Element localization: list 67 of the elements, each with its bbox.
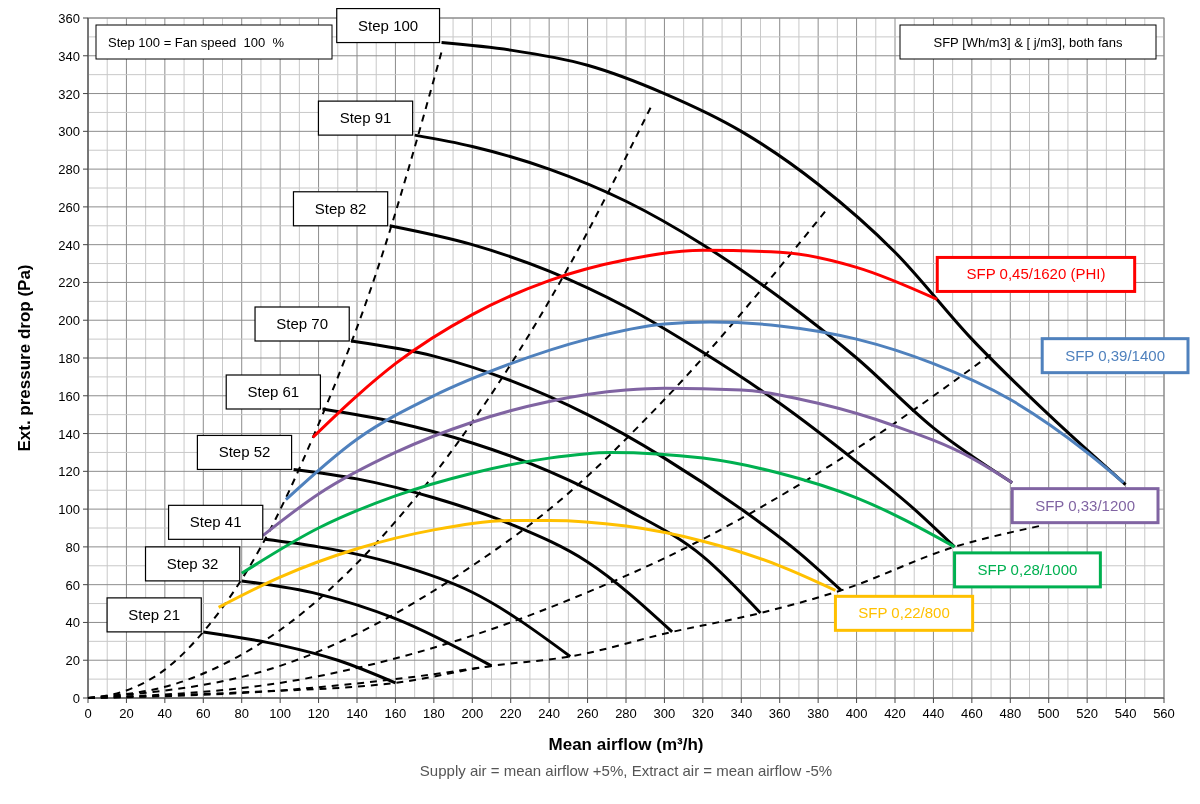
x-tick-label: 300 [653,706,676,721]
x-tick-label: 20 [119,706,134,721]
y-tick-label: 240 [58,237,80,253]
y-tick-label: 180 [58,351,80,366]
x-tick-label: 520 [1076,706,1098,721]
x-tick-label: 420 [884,706,906,721]
series-label: Step 61 [247,383,300,400]
x-tick-label: 0 [84,706,92,721]
y-tick-label: 120 [58,464,80,480]
y-tick-label: 20 [65,653,80,669]
series-label: Step 91 [339,109,392,127]
x-tick-label: 360 [768,706,791,721]
y-tick-label: 320 [58,86,80,102]
annotation: Step 100 = Fan speed 100 % [108,35,285,50]
series-label: SFP 0,28/1000 [977,560,1078,578]
x-tick-label: 480 [999,706,1022,721]
series-label: Step 41 [189,513,242,531]
series-label: SFP 0,22/800 [858,604,950,622]
x-tick-label: 120 [307,706,330,721]
y-tick-label: 280 [58,162,80,178]
x-tick-label: 40 [157,706,173,721]
x-tick-label: 340 [730,706,753,721]
x-tick-label: 440 [922,706,945,721]
y-tick-label: 360 [58,11,80,26]
series-label: Step 70 [276,315,328,332]
y-tick-label: 340 [58,48,80,64]
y-tick-label: 40 [65,615,80,631]
x-tick-label: 140 [346,706,368,721]
y-tick-label: 260 [58,199,80,215]
x-tick-label: 100 [269,706,291,721]
x-tick-label: 540 [1114,706,1137,721]
x-tick-label: 220 [499,706,522,721]
series-label: Step 82 [314,199,367,217]
x-tick-label: 60 [196,706,211,721]
series-label: Step 52 [218,443,271,461]
text: SFP 0,45/1620 (PHI) [966,265,1106,283]
y-tick-label: 60 [65,577,80,593]
x-tick-label: 500 [1037,706,1060,721]
text: Supply air = mean airflow +5%, Extract air = mean airflow -5% [419,762,833,779]
x-tick-label: 380 [807,706,829,721]
x-tick-label: 200 [461,706,484,721]
x-tick-label: 460 [961,706,983,721]
x-axis-title: Mean airflow (m³/h) [548,735,704,754]
y-axis-title: Ext. pressure drop (Pa) [15,264,34,452]
x-tick-label: 240 [538,706,560,721]
y-tick-label: 300 [58,124,80,140]
annotation: SFP [Wh/m3] & [ j/m3], both fans [933,35,1124,50]
x-tick-label: 560 [1153,706,1175,721]
y-tick-label: 160 [58,388,80,404]
y-tick-label: 80 [65,539,80,555]
x-tick-label: 180 [423,706,445,721]
y-tick-label: 200 [58,313,80,329]
x-tick-label: 280 [615,706,637,721]
y-tick-label: 100 [58,502,80,518]
y-tick-label: 140 [58,426,80,442]
y-tick-label: 220 [58,275,80,291]
text: SFP 0,39/1400 [1065,346,1166,364]
series-label: Step 100 [358,16,419,34]
series-label: Step 32 [166,554,219,572]
series-label: Step 21 [128,605,181,623]
y-tick-label: 0 [72,691,80,706]
series-label: SFP 0,33/1200 [1035,496,1136,514]
x-tick-label: 160 [384,706,407,721]
x-tick-label: 260 [576,706,599,721]
x-tick-label: 400 [845,706,868,721]
x-tick-label: 320 [692,706,714,721]
x-tick-label: 80 [234,706,249,721]
